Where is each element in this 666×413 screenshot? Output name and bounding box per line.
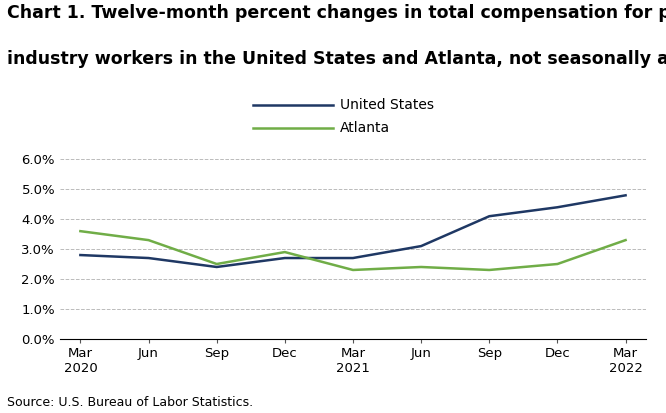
Text: Chart 1. Twelve-month percent changes in total compensation for private: Chart 1. Twelve-month percent changes in… [7, 4, 666, 22]
Text: Atlanta: Atlanta [340, 121, 390, 135]
Text: United States: United States [340, 98, 434, 112]
Text: industry workers in the United States and Atlanta, not seasonally adjusted: industry workers in the United States an… [7, 50, 666, 68]
Text: Source: U.S. Bureau of Labor Statistics.: Source: U.S. Bureau of Labor Statistics. [7, 396, 253, 409]
